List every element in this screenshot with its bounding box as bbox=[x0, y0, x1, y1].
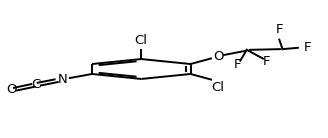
Text: C: C bbox=[31, 78, 41, 91]
Text: Cl: Cl bbox=[212, 81, 225, 94]
Text: N: N bbox=[58, 73, 68, 86]
Text: O: O bbox=[213, 50, 223, 63]
Text: F: F bbox=[233, 58, 241, 71]
Text: F: F bbox=[262, 55, 270, 68]
Text: Cl: Cl bbox=[135, 34, 148, 47]
Text: O: O bbox=[6, 83, 17, 96]
Text: F: F bbox=[276, 23, 283, 36]
Text: F: F bbox=[304, 41, 311, 54]
